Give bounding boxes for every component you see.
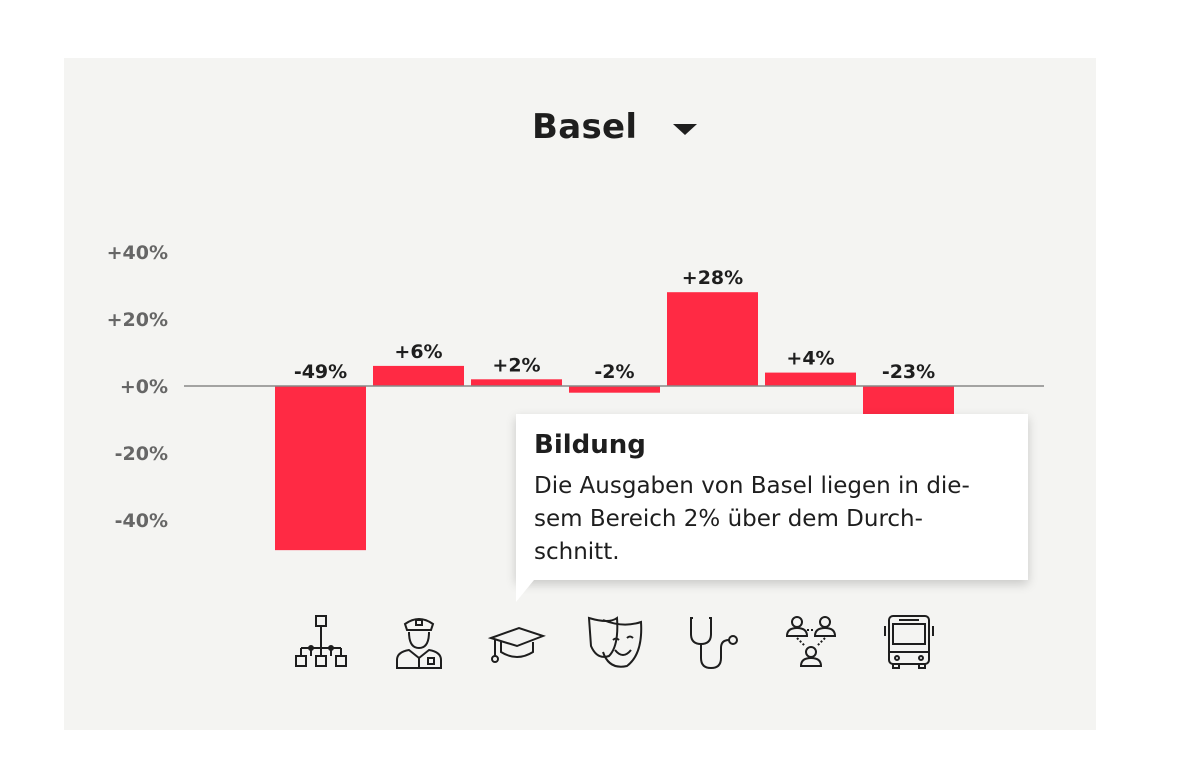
bar-value-label: +28% (682, 267, 743, 289)
bar-chart: +40% +20% +0% -20% -40% -49% +6% +2% -2% +28% +4%… (107, 242, 1044, 551)
chart-card: Basel +40% +20% +0% -20% -40% -49% +6% +2% -2% +… (64, 58, 1096, 730)
theater-mask-icon[interactable] (583, 610, 647, 674)
bar-value-label: -2% (594, 361, 634, 383)
bar[interactable] (765, 372, 856, 386)
y-tick-label: -40% (115, 510, 168, 532)
bar-value-label: +2% (492, 354, 540, 376)
y-tick-label: +20% (107, 309, 168, 331)
people-network-icon[interactable] (779, 610, 843, 674)
bar[interactable] (471, 379, 562, 386)
y-tick-label: +40% (107, 242, 168, 264)
bar[interactable] (275, 386, 366, 551)
stethoscope-icon[interactable] (681, 610, 745, 674)
y-tick-label: +0% (120, 376, 168, 398)
bar-value-label: -23% (882, 361, 935, 383)
data-labels: -49% +6% +2% -2% +28% +4% -23% (294, 267, 935, 383)
tooltip: Bildung Die Ausgaben von Basel liegen in… (516, 414, 1028, 602)
y-tick-label: -20% (115, 443, 168, 465)
bar-value-label: +6% (394, 341, 442, 363)
org-chart-icon[interactable] (289, 610, 353, 674)
bar[interactable] (569, 386, 660, 393)
tooltip-text: Die Ausgaben von Basel liegen in die- se… (534, 473, 970, 565)
y-axis: +40% +20% +0% -20% -40% (107, 242, 168, 532)
bar-value-label: -49% (294, 361, 347, 383)
bus-icon[interactable] (877, 610, 941, 674)
bar[interactable] (667, 292, 758, 386)
caret-down-icon[interactable] (673, 123, 698, 135)
bar-value-label: +4% (786, 348, 834, 370)
tooltip-title: Bildung (534, 430, 646, 460)
city-name: Basel (532, 107, 638, 147)
police-officer-icon[interactable] (387, 610, 451, 674)
graduation-cap-icon[interactable] (485, 610, 549, 674)
city-dropdown[interactable]: Basel (532, 102, 698, 152)
bar[interactable] (373, 365, 464, 386)
